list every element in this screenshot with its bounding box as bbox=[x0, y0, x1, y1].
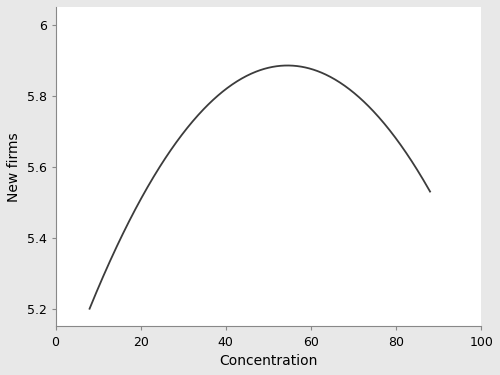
X-axis label: Concentration: Concentration bbox=[219, 354, 318, 368]
Y-axis label: New firms: New firms bbox=[7, 132, 21, 201]
